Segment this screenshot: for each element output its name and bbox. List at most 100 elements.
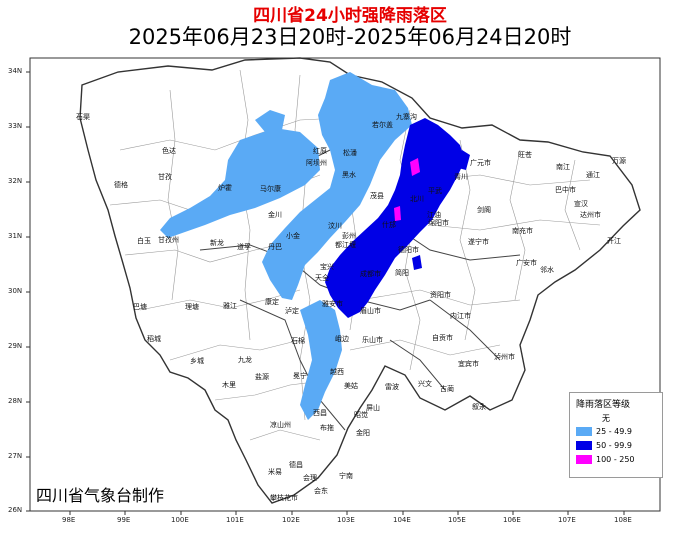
place-label: 攀枝花市 bbox=[270, 493, 298, 503]
place-label: 越西 bbox=[330, 367, 344, 377]
place-label: 金阳 bbox=[356, 428, 370, 438]
lon-tick-label: 102E bbox=[282, 516, 300, 524]
lat-tick-label: 29N bbox=[8, 342, 22, 350]
place-label: 万源 bbox=[612, 156, 626, 166]
lon-tick-label: 98E bbox=[62, 516, 75, 524]
place-label: 广元市 bbox=[470, 158, 491, 168]
place-label: 天全 bbox=[315, 273, 329, 283]
place-label: 布拖 bbox=[320, 423, 334, 433]
place-label: 德格 bbox=[114, 180, 128, 190]
place-label: 会东 bbox=[314, 486, 328, 496]
lat-tick-label: 30N bbox=[8, 287, 22, 295]
place-label: 邻水 bbox=[540, 265, 554, 275]
lat-tick-label: 26N bbox=[8, 506, 22, 514]
place-label: 彭州 bbox=[342, 231, 356, 241]
place-label: 什邡 bbox=[382, 220, 396, 230]
place-label: 宝兴 bbox=[320, 262, 334, 272]
place-label: 昭觉 bbox=[354, 410, 368, 420]
lon-tick-label: 104E bbox=[393, 516, 411, 524]
place-label: 道孚 bbox=[237, 242, 251, 252]
place-label: 峨边 bbox=[335, 334, 349, 344]
place-label: 资阳市 bbox=[430, 290, 451, 300]
place-label: 凉山州 bbox=[270, 420, 291, 430]
place-label: 甘孜州 bbox=[158, 235, 179, 245]
place-label: 米易 bbox=[268, 467, 282, 477]
place-label: 旺苍 bbox=[518, 150, 532, 160]
place-label: 自贡市 bbox=[432, 333, 453, 343]
lat-tick-label: 31N bbox=[8, 232, 22, 240]
lon-tick-label: 100E bbox=[171, 516, 189, 524]
lon-tick-label: 106E bbox=[503, 516, 521, 524]
place-label: 茂县 bbox=[370, 191, 384, 201]
place-label: 通江 bbox=[586, 170, 600, 180]
place-label: 小金 bbox=[286, 231, 300, 241]
place-label: 内江市 bbox=[450, 311, 471, 321]
place-label: 金川 bbox=[268, 210, 282, 220]
legend-swatch bbox=[576, 441, 592, 450]
legend-label: 100 - 250 bbox=[596, 455, 635, 464]
place-label: 美姑 bbox=[344, 381, 358, 391]
place-label: 木里 bbox=[222, 380, 236, 390]
place-label: 若尔盖 bbox=[372, 120, 393, 130]
place-label: 石渠 bbox=[76, 112, 90, 122]
place-label: 开江 bbox=[607, 236, 621, 246]
legend-swatch bbox=[576, 427, 592, 436]
place-label: 黑水 bbox=[342, 170, 356, 180]
place-label: 绵阳市 bbox=[428, 218, 449, 228]
place-label: 简阳 bbox=[395, 268, 409, 278]
place-label: 巴塘 bbox=[133, 302, 147, 312]
place-label: 达州市 bbox=[580, 210, 601, 220]
place-label: 九龙 bbox=[238, 355, 252, 365]
lon-tick-label: 99E bbox=[117, 516, 130, 524]
place-label: 马尔康 bbox=[260, 184, 281, 194]
lat-tick-label: 34N bbox=[8, 67, 22, 75]
lat-tick-label: 27N bbox=[8, 452, 22, 460]
place-label: 屏山 bbox=[366, 403, 380, 413]
place-label: 泸定 bbox=[285, 306, 299, 316]
place-label: 理塘 bbox=[185, 302, 199, 312]
place-label: 成都市 bbox=[360, 269, 381, 279]
place-label: 宣汉 bbox=[574, 199, 588, 209]
lon-tick-label: 101E bbox=[226, 516, 244, 524]
place-label: 乐山市 bbox=[362, 335, 383, 345]
place-label: 遂宁市 bbox=[468, 237, 489, 247]
place-label: 石棉 bbox=[291, 336, 305, 346]
place-label: 新龙 bbox=[210, 238, 224, 248]
place-label: 剑阁 bbox=[477, 205, 491, 215]
place-label: 南江 bbox=[556, 162, 570, 172]
legend: 降雨落区等级 无 25 - 49.9 50 - 99.9 100 - 250 bbox=[569, 392, 663, 478]
place-label: 德昌 bbox=[289, 460, 303, 470]
place-label: 眉山市 bbox=[360, 306, 381, 316]
place-label: 叙永 bbox=[472, 402, 486, 412]
legend-item-25-49: 25 - 49.9 bbox=[576, 426, 632, 438]
place-label: 都江堰 bbox=[335, 240, 356, 250]
place-label: 盐源 bbox=[255, 372, 269, 382]
legend-swatch bbox=[576, 455, 592, 464]
credit-text: 四川省气象台制作 bbox=[36, 482, 164, 506]
lat-tick-label: 28N bbox=[8, 397, 22, 405]
place-label: 乡城 bbox=[190, 356, 204, 366]
place-label: 巴中市 bbox=[555, 185, 576, 195]
lat-tick-label: 32N bbox=[8, 177, 22, 185]
lon-ticks bbox=[70, 511, 624, 515]
lon-tick-label: 103E bbox=[337, 516, 355, 524]
legend-label: 25 - 49.9 bbox=[596, 427, 632, 436]
place-label: 白玉 bbox=[137, 236, 151, 246]
place-label: 九寨沟 bbox=[396, 112, 417, 122]
place-label: 北川 bbox=[410, 194, 424, 204]
place-label: 西昌 bbox=[313, 408, 327, 418]
place-label: 宜宾市 bbox=[458, 359, 479, 369]
lat-tick-label: 33N bbox=[8, 122, 22, 130]
place-label: 康定 bbox=[265, 297, 279, 307]
place-label: 丹巴 bbox=[268, 242, 282, 252]
legend-item-100-250: 100 - 250 bbox=[576, 454, 635, 466]
place-label: 红原 bbox=[313, 146, 327, 156]
place-label: 会理 bbox=[303, 473, 317, 483]
place-label: 古蔺 bbox=[440, 384, 454, 394]
place-label: 雷波 bbox=[385, 382, 399, 392]
place-label: 青川 bbox=[454, 172, 468, 182]
place-label: 松潘 bbox=[343, 148, 357, 158]
place-label: 平武 bbox=[428, 186, 442, 196]
place-label: 色达 bbox=[162, 146, 176, 156]
place-label: 泸州市 bbox=[494, 352, 515, 362]
